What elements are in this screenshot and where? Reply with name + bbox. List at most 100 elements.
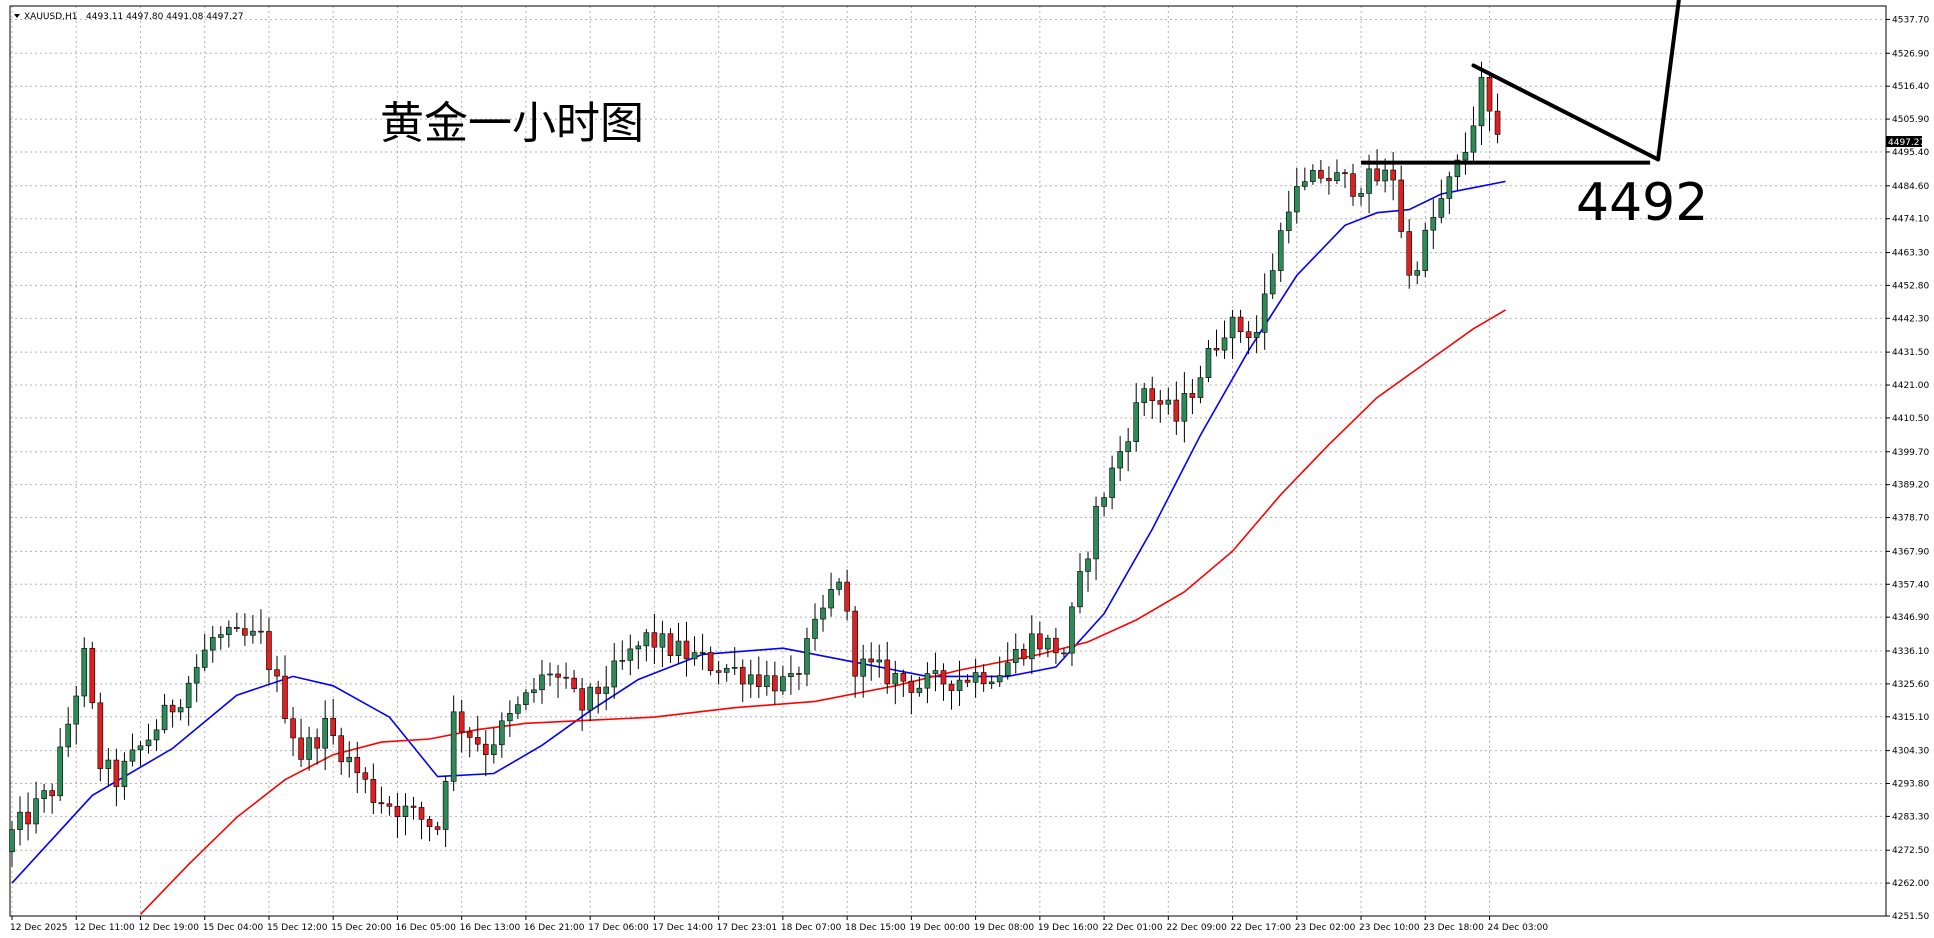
candle-bullish <box>121 760 128 787</box>
symbol-label: XAUUSD,H1 <box>24 12 78 22</box>
candle-bullish <box>1125 441 1131 452</box>
candle-bullish <box>860 658 866 677</box>
candle-bullish <box>643 632 650 647</box>
candle-bullish <box>450 711 457 782</box>
candle-bullish <box>322 718 328 749</box>
candle-bullish <box>523 692 529 705</box>
candle-bullish <box>499 720 505 746</box>
time-axis-label: 15 Dec 20:00 <box>331 923 392 933</box>
candle-bullish <box>1117 451 1123 469</box>
candle-bullish <box>129 749 136 762</box>
candle-bearish <box>595 686 601 694</box>
price-axis-label: 4410.50 <box>1892 414 1929 424</box>
price-axis-label: 4442.30 <box>1892 314 1929 324</box>
candle-bearish <box>651 632 658 648</box>
candle-bearish <box>1245 331 1252 338</box>
candle-bearish <box>755 674 762 687</box>
candle-bearish <box>772 675 778 692</box>
candle-bullish <box>41 790 47 799</box>
candle-bullish <box>1310 170 1316 182</box>
candle-bearish <box>370 779 377 803</box>
candle-bearish <box>683 640 690 660</box>
candle-bearish <box>707 652 714 672</box>
candle-bullish <box>876 659 883 663</box>
candle-bullish <box>675 640 682 656</box>
candle-bearish <box>1406 231 1413 276</box>
candle-bullish <box>490 744 497 755</box>
candle-bearish <box>1189 393 1196 398</box>
annotations <box>1361 0 1681 165</box>
candle-bullish <box>1446 176 1453 199</box>
price-axis-label: 4526.90 <box>1892 49 1929 59</box>
candle-bearish <box>25 811 31 825</box>
candle-bullish <box>972 672 979 683</box>
candle-bearish <box>964 679 971 683</box>
level-annotation-label: 4492 <box>1576 173 1708 233</box>
candle-bearish <box>844 581 850 612</box>
price-axis-label: 4484.60 <box>1892 182 1929 192</box>
moving-average-fast-line <box>11 180 1506 884</box>
candle-bullish <box>1205 347 1212 379</box>
price-axis-label: 4283.30 <box>1892 812 1929 822</box>
price-axis-label: 4346.90 <box>1892 613 1929 623</box>
candle-bullish <box>1069 606 1075 654</box>
candle-bearish <box>563 676 569 679</box>
price-axis-label: 4251.50 <box>1892 912 1929 922</box>
candle-bullish <box>1085 558 1091 572</box>
candle-bearish <box>474 737 481 745</box>
candle-bullish <box>1229 316 1236 339</box>
candle-bearish <box>458 711 465 733</box>
current-price-tag <box>1886 136 1922 147</box>
candle-bullish <box>547 673 553 676</box>
candle-bearish <box>362 772 369 780</box>
candle-bearish <box>394 806 401 817</box>
candle-bullish <box>531 689 537 694</box>
candle-bullish <box>145 739 152 747</box>
candle-bearish <box>314 737 320 749</box>
collapse-triangle-icon[interactable] <box>14 14 20 18</box>
time-axis-label: 23 Dec 02:00 <box>1295 923 1356 933</box>
time-axis-label: 22 Dec 01:00 <box>1102 923 1163 933</box>
candle-bearish <box>1157 400 1164 405</box>
candle-bearish <box>868 658 875 663</box>
candle-bullish <box>1438 198 1445 218</box>
candle-bearish <box>330 718 337 736</box>
candle-bullish <box>932 670 939 674</box>
candle-bearish <box>980 672 987 685</box>
candle-bullish <box>1269 270 1276 295</box>
candle-bullish <box>346 756 353 763</box>
candle-bullish <box>217 634 224 638</box>
current-price-label: 4497.27 <box>1888 138 1925 148</box>
candle-bullish <box>812 618 818 639</box>
candle-bullish <box>635 645 642 650</box>
candle-bearish <box>97 702 104 769</box>
candle-bullish <box>788 673 794 677</box>
candle-bearish <box>482 743 489 755</box>
time-axis-label: 15 Dec 04:00 <box>203 923 264 933</box>
candle-bearish <box>908 680 915 693</box>
candle-bearish <box>290 718 296 739</box>
candle-bullish <box>699 652 706 654</box>
time-axis-label: 16 Dec 21:00 <box>524 923 585 933</box>
candle-bullish <box>250 630 256 636</box>
candle-bullish <box>507 713 513 722</box>
candle-bearish <box>1374 168 1380 182</box>
price-axis-label: 4367.90 <box>1892 547 1929 557</box>
candle-bearish <box>739 666 746 685</box>
candle-bullish <box>1197 377 1204 398</box>
candle-bullish <box>892 673 899 685</box>
chart-annotation-title: 黄金一小时图 <box>380 98 644 149</box>
candle-bullish <box>1077 571 1083 608</box>
candle-bearish <box>1390 169 1396 181</box>
candle-bearish <box>386 803 393 807</box>
candle-bullish <box>153 729 160 741</box>
price-axis-label: 4431.50 <box>1892 348 1929 358</box>
candle-bullish <box>780 676 786 692</box>
candle-bullish <box>306 737 312 760</box>
candle-bullish <box>916 687 923 693</box>
time-axis-label: 23 Dec 18:00 <box>1423 923 1484 933</box>
candle-bullish <box>193 667 200 684</box>
candle-bullish <box>17 811 23 830</box>
candle-bullish <box>1430 217 1437 231</box>
